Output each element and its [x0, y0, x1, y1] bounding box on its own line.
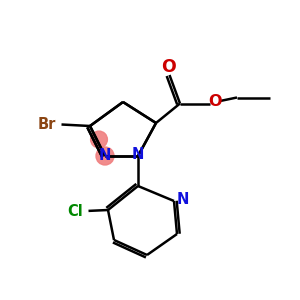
Text: N: N — [176, 192, 189, 207]
Circle shape — [96, 147, 114, 165]
Text: N: N — [99, 148, 111, 164]
Text: N: N — [132, 147, 144, 162]
Text: O: O — [160, 58, 175, 76]
Text: O: O — [209, 94, 222, 109]
Text: Cl: Cl — [67, 204, 83, 219]
Text: Br: Br — [37, 117, 56, 132]
Circle shape — [91, 131, 107, 148]
